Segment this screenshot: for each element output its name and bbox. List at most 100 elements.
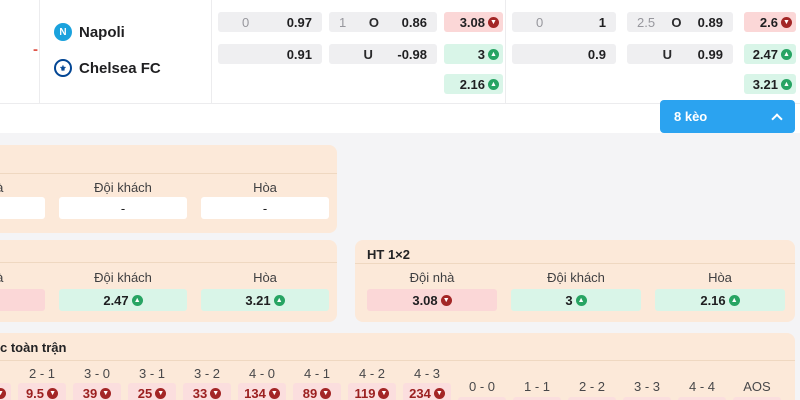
odds-cell[interactable]: - — [59, 197, 187, 219]
x12-away-odds-cell[interactable]: 2.47 ▲ — [744, 44, 796, 64]
odds-value: 2.47 — [752, 46, 778, 62]
under-label: U — [662, 46, 673, 62]
team-row-home[interactable]: N Napoli — [54, 23, 125, 41]
trend-up-icon: ▲ — [728, 294, 740, 306]
trend-down-icon: ▼ — [0, 387, 6, 399]
odds-value: 89 — [302, 385, 318, 400]
expand-markets-label: 8 kèo — [674, 109, 708, 124]
score-odds-cell[interactable] — [733, 397, 781, 400]
odds-cell[interactable]: 3.21 ▲ — [201, 289, 329, 311]
odds-cell[interactable]: 3 ▲ — [511, 289, 641, 311]
score-odds-cell[interactable]: 25 ▼ — [128, 383, 176, 400]
over-odds: 0.89 — [697, 14, 723, 30]
x12-draw-odds-cell[interactable]: 2.16 ▲ — [444, 74, 503, 94]
odds-value: 2.6 — [759, 14, 778, 30]
score-label: 3 - 0 — [83, 366, 110, 381]
score-odds-cell[interactable] — [568, 397, 616, 400]
score-label: 1 - 1 — [523, 379, 550, 394]
market-panel-2: Đội nhà Đội khách Hòa 2.47 ▲ 3.21 ▲ — [0, 240, 337, 322]
total-line: 1 — [339, 14, 347, 30]
odds-cell[interactable] — [0, 289, 45, 311]
panel-divider — [0, 360, 795, 361]
column-header-home: Đội nhà — [0, 180, 45, 195]
score-label: 4 - 2 — [358, 366, 385, 381]
trend-up-icon: ▲ — [781, 78, 792, 90]
odds-cell[interactable]: 3.08 ▼ — [367, 289, 497, 311]
score-odds-cell[interactable] — [678, 397, 726, 400]
odds-value: 3.08 — [412, 292, 438, 308]
handicap-odds: 0.91 — [286, 46, 312, 62]
x12-home-odds-cell[interactable]: 3.08 ▼ — [444, 12, 503, 32]
odds-value: 134 — [244, 385, 266, 400]
trend-down-icon: ▼ — [100, 387, 112, 399]
score-odds-cell[interactable]: 134 ▼ — [238, 383, 286, 400]
score-odds-cell[interactable] — [458, 397, 506, 400]
x12-away-odds-cell[interactable]: 3 ▲ — [444, 44, 503, 64]
home-team-name: Napoli — [79, 23, 125, 41]
handicap-home-odds-cell[interactable]: 0 1 — [512, 12, 616, 32]
odds-value: 119 — [354, 385, 376, 400]
over-odds-cell[interactable]: 1 O 0.86 — [329, 12, 437, 32]
expand-markets-button[interactable]: 8 kèo — [660, 100, 795, 133]
odds-value: 33 — [192, 385, 208, 400]
trend-up-icon: ▲ — [781, 48, 792, 60]
score-odds-cell[interactable]: 39 ▼ — [73, 383, 121, 400]
odds-cell[interactable] — [0, 197, 45, 219]
over-label: O — [671, 14, 682, 30]
score-odds-cell[interactable]: ▼ — [0, 383, 11, 400]
score-odds-cell[interactable]: 33 ▼ — [183, 383, 231, 400]
trend-down-icon: ▼ — [781, 16, 792, 28]
score-odds-cell[interactable] — [623, 397, 671, 400]
panel-divider — [0, 262, 337, 263]
column-header-away: Đội khách — [94, 270, 152, 285]
chevron-up-icon — [771, 112, 783, 125]
trend-down-icon: ▼ — [378, 387, 390, 399]
under-odds-cell[interactable]: U 0.99 — [627, 44, 733, 64]
under-odds: 0.99 — [697, 46, 723, 62]
score-label: 3 - 3 — [633, 379, 660, 394]
column-header-home: Đội nhà — [0, 270, 45, 285]
handicap-odds: 1 — [598, 14, 606, 30]
under-odds-cell[interactable]: U -0.98 — [329, 44, 437, 64]
score-label: 4 - 3 — [413, 366, 440, 381]
column-header-draw: Hòa — [253, 180, 277, 195]
handicap-away-odds-cell[interactable]: 0.91 — [218, 44, 322, 64]
trend-down-icon: ▼ — [440, 294, 452, 306]
correct-score-panel: c toàn trận 2 - 0 ▼ 2 - 1 9.5 ▼ 3 - 0 39… — [0, 333, 795, 400]
odds-cell[interactable]: 2.47 ▲ — [59, 289, 187, 311]
odds-value: 3 — [477, 46, 485, 62]
odds-value: 234 — [409, 385, 431, 400]
score-odds-cell[interactable] — [513, 397, 561, 400]
score-odds-cell[interactable]: 119 ▼ — [348, 383, 396, 400]
odds-value: 25 — [137, 385, 153, 400]
odds-value: 3 — [565, 292, 573, 308]
column-header-away: Đội khách — [547, 270, 605, 285]
x12-draw-odds-cell[interactable]: 3.21 ▲ — [744, 74, 796, 94]
handicap-line: 0 — [242, 14, 250, 30]
trend-up-icon: ▲ — [575, 294, 587, 306]
score-label: 4 - 0 — [248, 366, 275, 381]
over-odds-cell[interactable]: 2.5 O 0.89 — [627, 12, 733, 32]
handicap-line: 0 — [536, 14, 544, 30]
panel-title: HT 1×2 — [367, 247, 410, 262]
column-header-away: Đội khách — [94, 180, 152, 195]
match-row: - N Napoli ⚜ Chelsea FC 0 0.97 0.91 1 O … — [0, 0, 800, 133]
odds-cell[interactable]: - — [201, 197, 329, 219]
row-divider — [0, 103, 800, 104]
odds-cell[interactable]: 2.16 ▲ — [655, 289, 785, 311]
trend-down-icon: ▼ — [488, 16, 499, 28]
score-label: 3 - 1 — [138, 366, 165, 381]
handicap-away-odds-cell[interactable]: 0.9 — [512, 44, 616, 64]
chelsea-logo-icon: ⚜ — [54, 59, 72, 77]
column-header-draw: Hòa — [253, 270, 277, 285]
favorite-marker: - — [33, 41, 38, 58]
score-odds-cell[interactable]: 234 ▼ — [403, 383, 451, 400]
team-row-away[interactable]: ⚜ Chelsea FC — [54, 59, 161, 77]
score-odds-cell[interactable]: 89 ▼ — [293, 383, 341, 400]
trend-down-icon: ▼ — [155, 387, 167, 399]
handicap-home-odds-cell[interactable]: 0 0.97 — [218, 12, 322, 32]
market-panel-1: Đội nhà Đội khách Hòa - - — [0, 145, 337, 233]
x12-home-odds-cell[interactable]: 2.6 ▼ — [744, 12, 796, 32]
score-odds-cell[interactable]: 9.5 ▼ — [18, 383, 66, 400]
score-label: 4 - 4 — [688, 379, 715, 394]
